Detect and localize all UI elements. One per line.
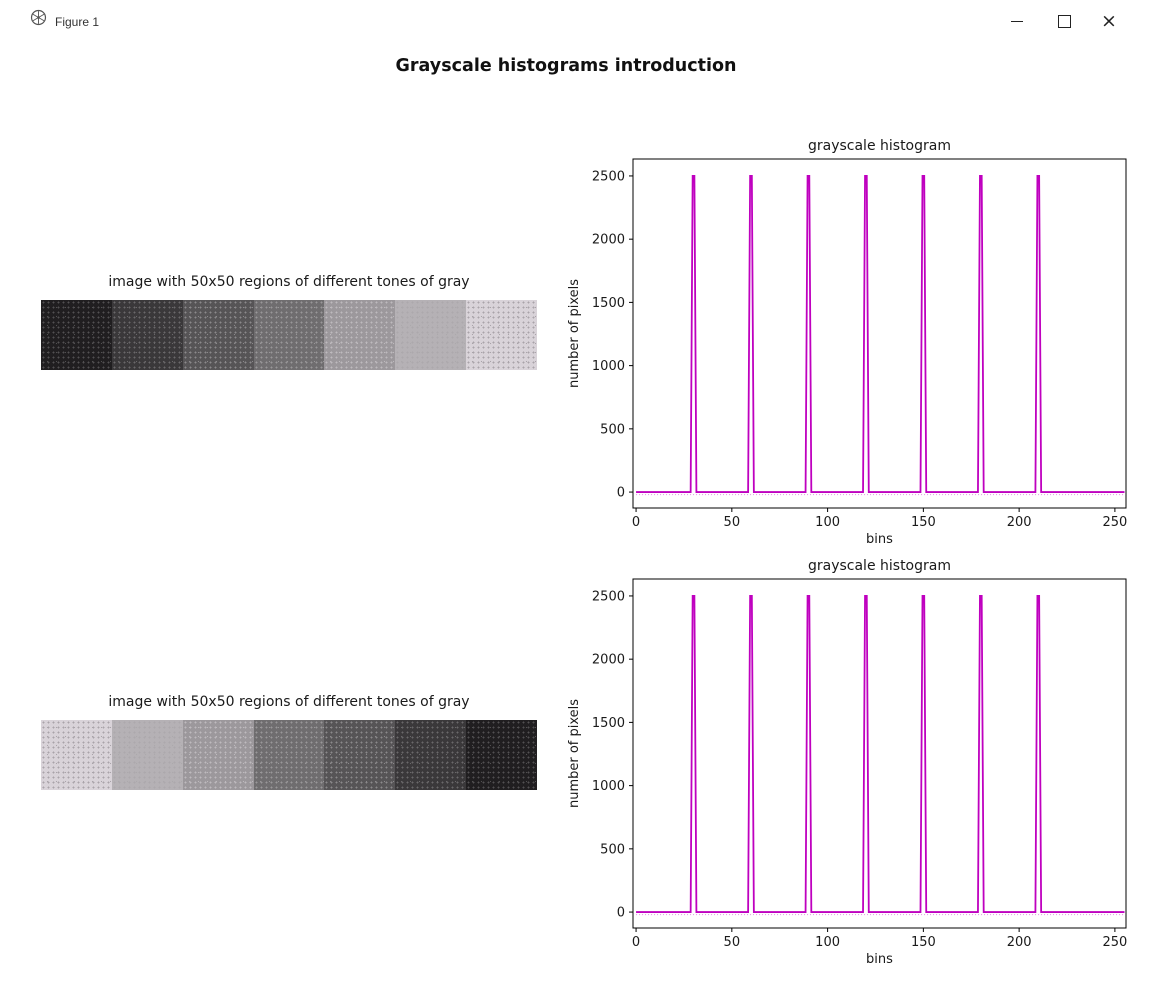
gray-region-210 bbox=[41, 720, 112, 790]
y-tick-label: 2000 bbox=[592, 233, 625, 248]
maximize-icon bbox=[1057, 14, 1071, 28]
y-tick-label: 500 bbox=[600, 422, 625, 437]
gray-region-30 bbox=[466, 720, 538, 790]
y-tick-label: 0 bbox=[617, 486, 625, 501]
x-tick-label: 150 bbox=[911, 935, 936, 950]
gray-region-30 bbox=[41, 300, 112, 370]
gray-region-60 bbox=[111, 300, 183, 370]
histogram-line bbox=[636, 595, 1125, 913]
image-panel-title-bottom: image with 50x50 regions of different to… bbox=[108, 694, 470, 710]
axes-frame bbox=[632, 578, 1127, 929]
gray-region-210 bbox=[466, 300, 538, 370]
axes-frame bbox=[632, 158, 1127, 509]
x-tick-label: 250 bbox=[1102, 515, 1127, 530]
close-icon: × bbox=[1101, 9, 1117, 32]
titlebar[interactable]: Figure 1 × bbox=[0, 0, 1152, 44]
x-tick-label: 100 bbox=[815, 935, 840, 950]
y-tick-label: 2000 bbox=[592, 653, 625, 668]
gray-region-120 bbox=[253, 300, 325, 370]
y-axis-label: number of pixels bbox=[567, 279, 582, 388]
x-axis-label: bins bbox=[866, 952, 893, 967]
y-tick-label: 1000 bbox=[592, 359, 625, 374]
x-axis-label: bins bbox=[866, 532, 893, 547]
x-tick-label: 150 bbox=[911, 515, 936, 530]
y-tick-label: 1000 bbox=[592, 779, 625, 794]
x-tick-label: 50 bbox=[724, 515, 741, 530]
x-tick-label: 100 bbox=[815, 515, 840, 530]
figure-suptitle: Grayscale histograms introduction bbox=[395, 56, 737, 76]
y-axis-label: number of pixels bbox=[567, 699, 582, 808]
histogram-line bbox=[636, 175, 1125, 493]
x-tick-label: 200 bbox=[1007, 515, 1032, 530]
minimize-button[interactable] bbox=[1003, 7, 1031, 35]
y-tick-label: 2500 bbox=[592, 589, 625, 604]
gray-region-150 bbox=[182, 720, 254, 790]
close-button[interactable]: × bbox=[1095, 7, 1123, 35]
chart-title: grayscale histogram bbox=[808, 138, 951, 154]
y-tick-label: 1500 bbox=[592, 716, 625, 731]
grayscale-strip-top bbox=[41, 300, 538, 370]
y-tick-label: 500 bbox=[600, 842, 625, 857]
y-tick-label: 1500 bbox=[592, 296, 625, 311]
x-tick-label: 0 bbox=[632, 935, 640, 950]
gray-region-180 bbox=[111, 720, 183, 790]
window-title: Figure 1 bbox=[55, 15, 100, 29]
maximize-button[interactable] bbox=[1050, 7, 1078, 35]
y-tick-label: 0 bbox=[617, 906, 625, 921]
x-tick-label: 50 bbox=[724, 935, 741, 950]
gray-region-120 bbox=[253, 720, 325, 790]
gray-region-150 bbox=[324, 300, 396, 370]
image-panel-title-top: image with 50x50 regions of different to… bbox=[108, 274, 470, 290]
gray-region-60 bbox=[395, 720, 467, 790]
chart-title: grayscale histogram bbox=[808, 558, 951, 574]
gray-region-90 bbox=[182, 300, 254, 370]
gray-region-90 bbox=[324, 720, 396, 790]
minimize-icon bbox=[1011, 20, 1023, 22]
matplotlib-logo-icon bbox=[30, 9, 47, 26]
x-tick-label: 200 bbox=[1007, 935, 1032, 950]
gray-region-180 bbox=[395, 300, 467, 370]
y-tick-label: 2500 bbox=[592, 169, 625, 184]
x-tick-label: 250 bbox=[1102, 935, 1127, 950]
x-tick-label: 0 bbox=[632, 515, 640, 530]
grayscale-strip-bottom bbox=[41, 720, 538, 790]
